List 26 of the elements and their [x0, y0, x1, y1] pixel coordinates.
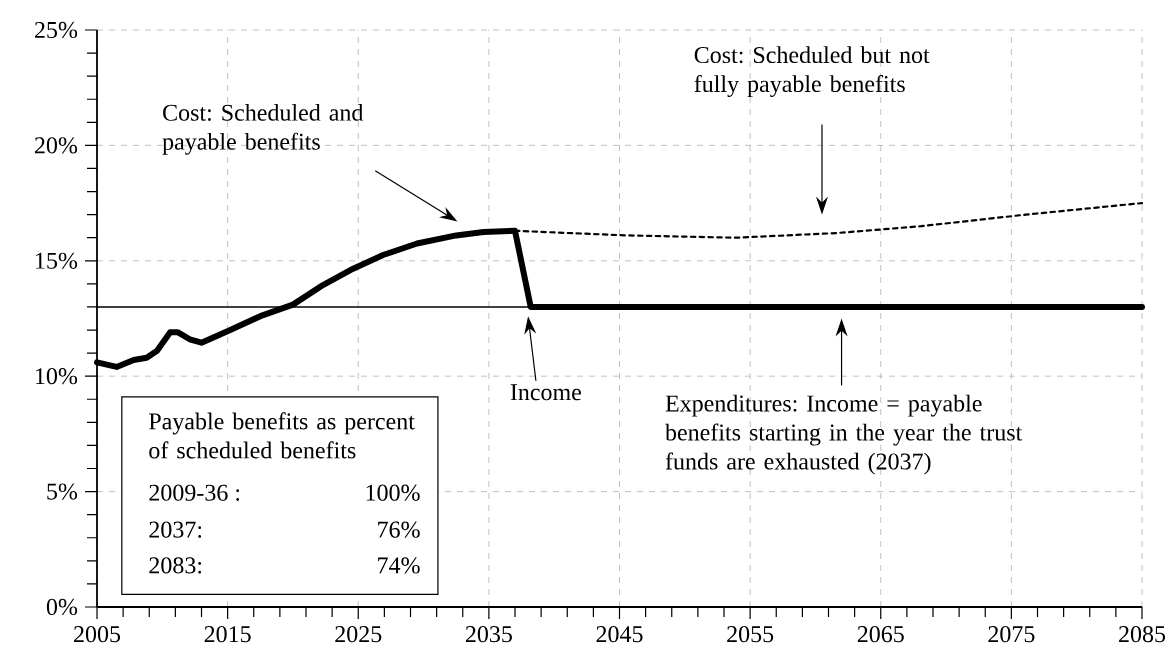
- y-tick-label: 10%: [36, 368, 78, 385]
- annotation: Cost: Scheduled but not fully payable benefits: [694, 46, 930, 98]
- annotation: Expenditures: Income = payable benefits starting in the year the trust funds are exhausted (2037): [665, 394, 1023, 475]
- annotation: 74%: [378, 557, 420, 574]
- x-tick-label: 2075: [988, 626, 1035, 643]
- x-tick-label: 2055: [727, 626, 774, 643]
- annotation: 2037:: [149, 521, 202, 538]
- annotation: Income: [510, 384, 581, 401]
- y-tick-label: 5%: [47, 483, 78, 500]
- x-tick-label: 2045: [596, 626, 643, 643]
- y-tick-label: 15%: [36, 252, 78, 269]
- annotation: 100%: [366, 484, 420, 501]
- annotation: Cost: Scheduled and payable benefits: [162, 103, 364, 155]
- annotation: Payable benefits as percent of scheduled benefits: [149, 412, 415, 459]
- annotation: 2083:: [149, 557, 202, 574]
- x-tick-label: 2065: [857, 626, 904, 643]
- x-tick-label: 2005: [74, 626, 121, 643]
- y-tick-label: 0%: [46, 598, 78, 616]
- annotation: 2009-36 :: [149, 484, 240, 501]
- y-tick-label: 20%: [35, 137, 78, 154]
- x-tick-label: 2035: [465, 626, 512, 643]
- x-tick-label: 2025: [335, 626, 382, 643]
- annotation: 76%: [378, 521, 420, 538]
- x-tick-label: 2085: [1119, 626, 1166, 643]
- x-tick-label: 2015: [204, 626, 251, 643]
- y-tick-label: 25%: [35, 21, 78, 39]
